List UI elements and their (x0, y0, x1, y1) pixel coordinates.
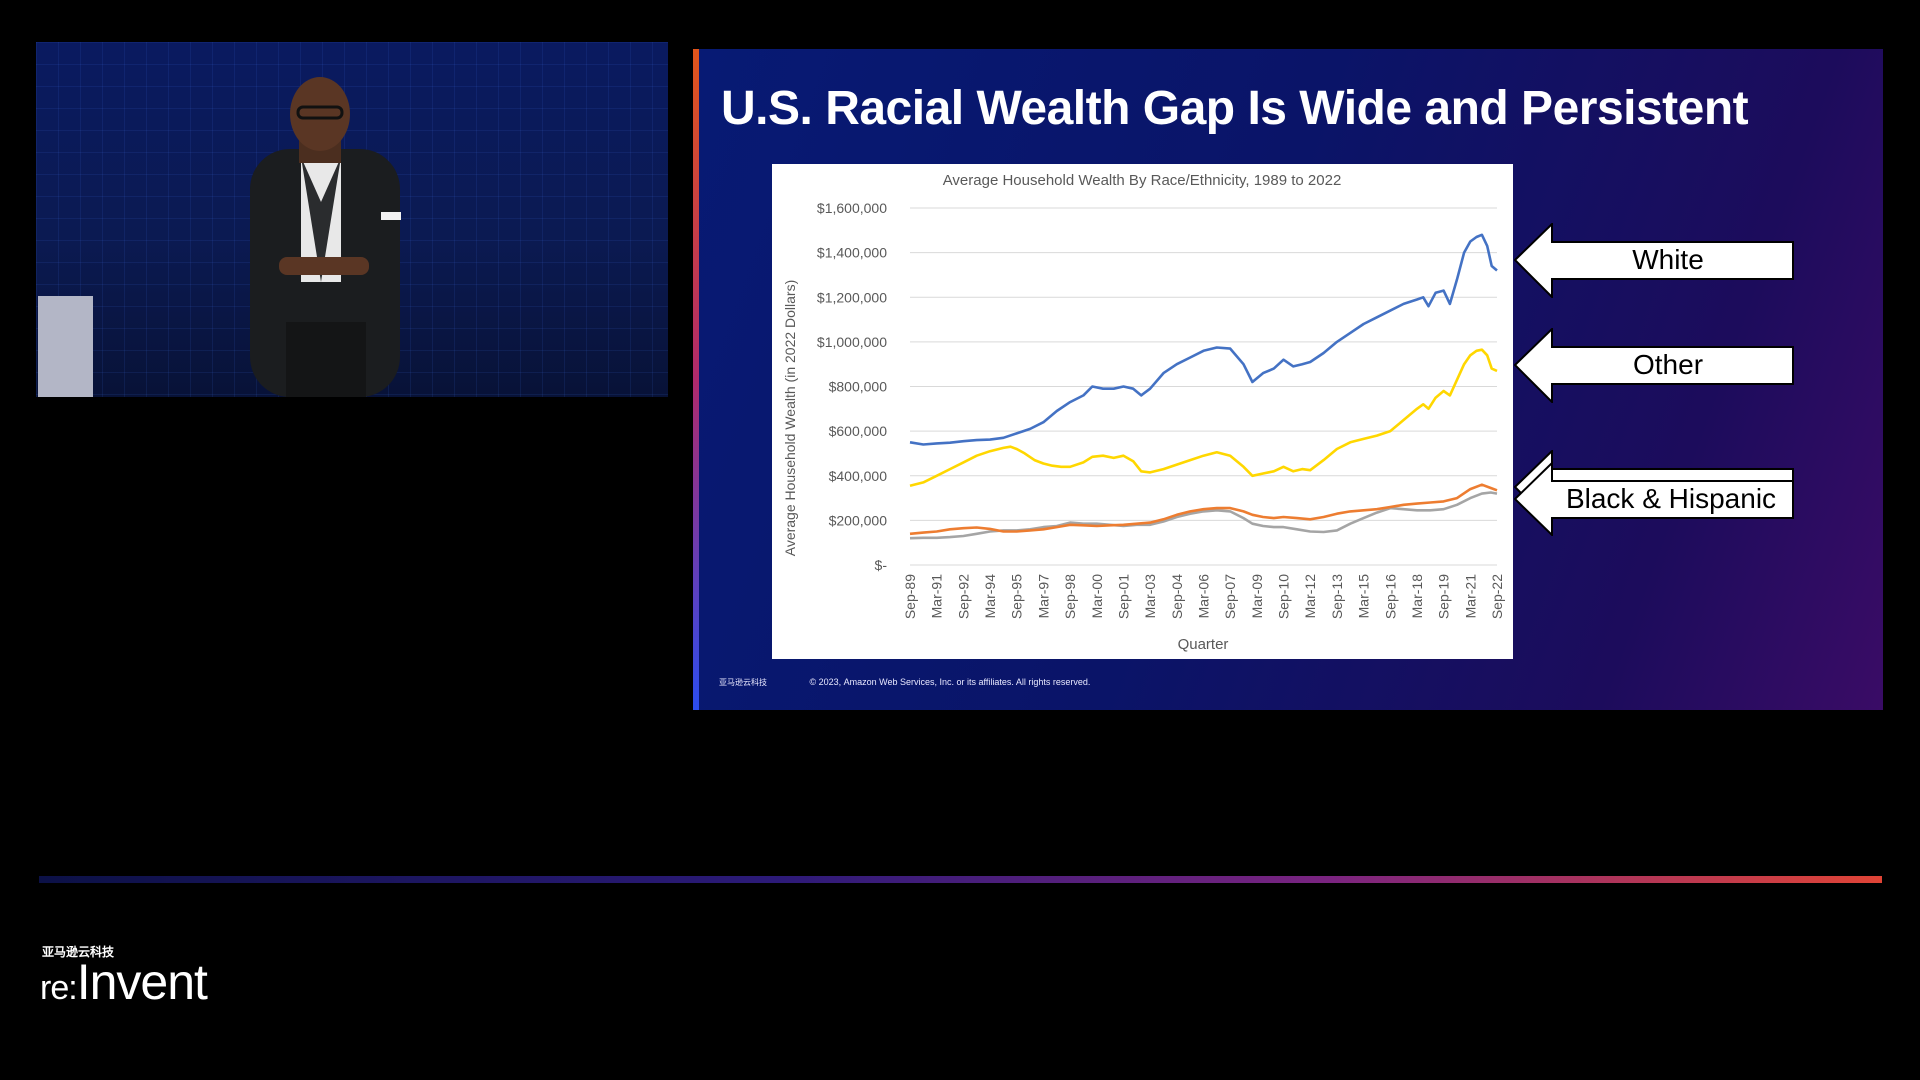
x-tick-label: Sep-07 (1222, 574, 1238, 619)
callout-other: Other (1514, 328, 1794, 403)
x-tick-label: Mar-12 (1302, 574, 1318, 619)
x-axis-label: Quarter (1178, 636, 1229, 653)
x-tick-label: Sep-22 (1489, 574, 1505, 619)
x-tick-label: Mar-94 (982, 574, 998, 619)
chart-title: Average Household Wealth By Race/Ethnici… (943, 172, 1342, 189)
x-tick-label: Sep-98 (1062, 574, 1078, 619)
reinvent-logo: re:Invent (40, 953, 208, 1011)
x-tick-label: Mar-15 (1356, 574, 1372, 619)
stage-panel (38, 296, 93, 397)
y-tick-label: $600,000 (829, 423, 888, 439)
x-tick-label: Sep-10 (1276, 574, 1292, 619)
slide-title: U.S. Racial Wealth Gap Is Wide and Persi… (721, 82, 1749, 135)
arrow-left-icon (1514, 223, 1794, 298)
x-tick-label: Mar-00 (1089, 574, 1105, 619)
y-tick-label: $800,000 (829, 379, 888, 395)
x-tick-label: Mar-03 (1142, 574, 1158, 619)
x-tick-label: Sep-19 (1436, 574, 1452, 619)
series-line-3 (909, 483, 1498, 536)
speaker-figure (250, 77, 401, 397)
y-tick-label: $1,400,000 (817, 245, 887, 261)
arrow-left-icon (1514, 450, 1794, 536)
copyright-text: © 2023, Amazon Web Services, Inc. or its… (809, 677, 1091, 687)
callout-label-other: Other (1632, 349, 1704, 380)
x-tick-label: Sep-92 (955, 574, 971, 619)
reinvent-logo-invent: Invent (76, 954, 208, 1010)
wealth-line-chart: Average Household Wealth By Race/Ethnici… (782, 172, 1505, 653)
arrow-left-icon (1514, 328, 1794, 403)
x-tick-label: Sep-01 (1115, 574, 1131, 619)
x-tick-label: Mar-21 (1462, 574, 1478, 619)
x-tick-label: Mar-09 (1249, 574, 1265, 619)
y-tick-label: $1,000,000 (817, 334, 887, 350)
series-line-0 (909, 233, 1498, 446)
wealth-chart: Average Household Wealth By Race/Ethnici… (772, 164, 1513, 659)
slide-accent-edge (693, 49, 699, 710)
x-tick-label: Mar-91 (929, 574, 945, 619)
x-tick-label: Sep-16 (1382, 574, 1398, 619)
y-tick-label: $- (875, 557, 888, 573)
y-tick-label: $1,600,000 (817, 200, 887, 216)
slide-footer: 亚马逊云科技 © 2023, Amazon Web Services, Inc.… (719, 677, 1090, 688)
x-tick-label: Mar-97 (1035, 574, 1051, 619)
callout-label-black-hispanic: Black & Hispanic (1565, 483, 1777, 514)
slide-footer-logo: 亚马逊云科技 (719, 678, 767, 687)
y-tick-label: $400,000 (829, 468, 888, 484)
callout-label-white: White (1632, 244, 1704, 275)
x-tick-label: Mar-18 (1409, 574, 1425, 619)
y-tick-label: $200,000 (829, 512, 888, 528)
x-tick-label: Sep-95 (1009, 574, 1025, 619)
y-axis-label: Average Household Wealth (in 2022 Dollar… (782, 280, 798, 557)
callout-black-hispanic: Black & Hispanic (1514, 450, 1794, 536)
speaker-video (36, 42, 668, 397)
brand-gradient-bar (39, 876, 1882, 883)
x-tick-label: Mar-06 (1196, 574, 1212, 619)
reinvent-logo-re: re: (40, 969, 78, 1007)
x-tick-label: Sep-89 (902, 574, 918, 619)
series-line-1 (909, 348, 1498, 488)
brand-chinese-text: 亚马逊云科技 (42, 945, 115, 959)
y-tick-label: $1,200,000 (817, 289, 887, 305)
x-tick-label: Sep-13 (1329, 574, 1345, 619)
x-tick-label: Sep-04 (1169, 574, 1185, 619)
callout-white: White (1514, 223, 1794, 298)
